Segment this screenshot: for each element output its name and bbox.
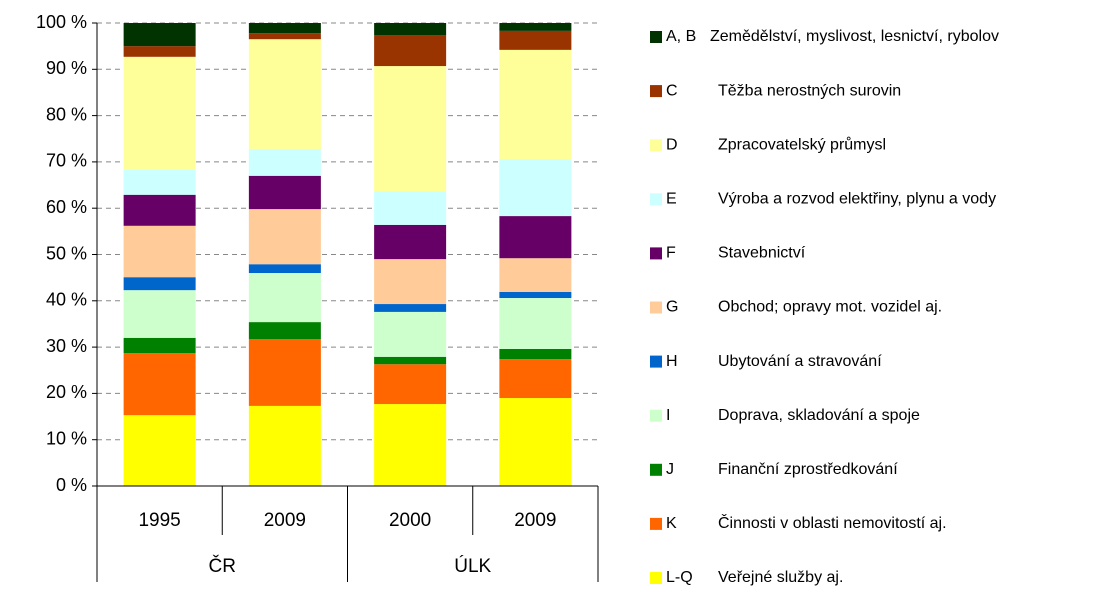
legend-swatch [650,572,662,584]
x-tick-label: 2000 [389,510,431,531]
bar-segment [499,23,572,31]
bar-segment [499,292,572,299]
legend-swatch [650,301,662,314]
legend-label: Zpracovatelský průmysl [718,135,886,153]
legend-swatch [650,463,662,476]
legend-code: I [666,407,670,424]
legend-label: Stavebnictví [718,245,806,262]
y-tick-label: 10 % [46,428,87,448]
y-tick-label: 60 % [46,197,87,217]
y-tick-label: 30 % [46,336,87,356]
bar-segment [248,273,321,323]
y-tick-label: 70 % [46,151,87,171]
legend-label: Činnosti v oblasti nemovitostí aj. [718,513,947,532]
bar-segment [374,35,447,67]
legend-code: L-Q [666,569,693,586]
legend-code: E [666,191,677,208]
legend-swatch [650,517,662,530]
legend-label: Finanční zprostředkování [718,461,898,478]
bar-segment [123,415,196,486]
bar-segment [374,66,447,192]
x-tick-label: 2009 [264,510,306,531]
bar-segment [123,290,196,338]
group-label: ČR [209,555,236,577]
bar-segment [123,23,196,47]
y-tick-label: 100 % [36,12,87,32]
legend-label: Veřejné služby aj. [718,569,843,586]
y-tick-label: 0 % [56,475,87,495]
legend-code: G [666,299,678,316]
legend-code: F [666,245,676,262]
bar-segment [123,46,196,57]
y-tick-label: 80 % [46,104,87,124]
bar-segment [499,216,572,259]
y-tick-label: 50 % [46,243,87,263]
legend-label: Zemědělství, myslivost, lesnictví, rybol… [710,28,999,45]
bar-segment [123,169,196,195]
bar-segment [499,398,572,486]
y-tick-label: 40 % [46,290,87,310]
legend-label: Ubytování a stravování [718,353,882,370]
bar-segment [374,311,447,357]
bar-segment [248,23,321,34]
bar-segment [374,23,447,36]
legend-swatch [650,247,662,260]
bar-segment [123,353,196,416]
bar-segment [374,364,447,405]
group-label: ÚLK [454,555,491,577]
legend-code: D [666,136,678,153]
y-tick-label: 20 % [46,382,87,402]
bar-segment [248,39,321,149]
bar-segment [499,49,572,160]
legend-swatch [650,409,662,422]
bar-segment [499,159,572,217]
legend-code: K [666,515,677,532]
bar-segment [123,56,196,170]
legend-label: Obchod; opravy mot. vozidel aj. [718,299,942,316]
y-tick-label: 90 % [46,58,87,78]
x-tick-label: 2009 [514,510,556,531]
bar-segment [123,194,196,226]
legend-swatch [650,355,662,368]
bar-segment [248,33,321,40]
bar-segment [123,277,196,291]
bar-segment [374,304,447,312]
legend-label: Těžba nerostných surovin [718,82,901,99]
bar-segment [123,225,196,278]
bar-segment [499,348,572,360]
bar-segment [248,264,321,274]
bar-segment [374,259,447,305]
bar-segment [248,175,321,210]
bar-segment [123,337,196,354]
bar-segment [499,359,572,399]
legend-swatch [650,31,662,43]
bar-segment [248,148,321,176]
legend-code: H [666,353,678,370]
legend-label: Výroba a rozvod elektřiny, plynu a vody [718,191,996,208]
legend-swatch [650,139,662,152]
bar-segment [248,209,321,265]
bar-segment [248,339,321,406]
legend-code: A, B [666,28,696,45]
bar-segment [499,258,572,293]
x-tick-label: 1995 [138,510,180,531]
bar-segment [374,224,447,260]
bar-segment [248,405,321,486]
bar-segment [499,298,572,349]
bar-segment [499,30,572,50]
bar-segment [374,356,447,365]
legend-code: C [666,82,678,99]
bar-segment [374,404,447,486]
legend-swatch [650,85,662,98]
bar-segment [248,322,321,340]
legend-swatch [650,193,662,206]
legend-code: J [666,461,674,478]
bar-segment [374,191,447,225]
legend-label: Doprava, skladování a spoje [718,407,920,424]
